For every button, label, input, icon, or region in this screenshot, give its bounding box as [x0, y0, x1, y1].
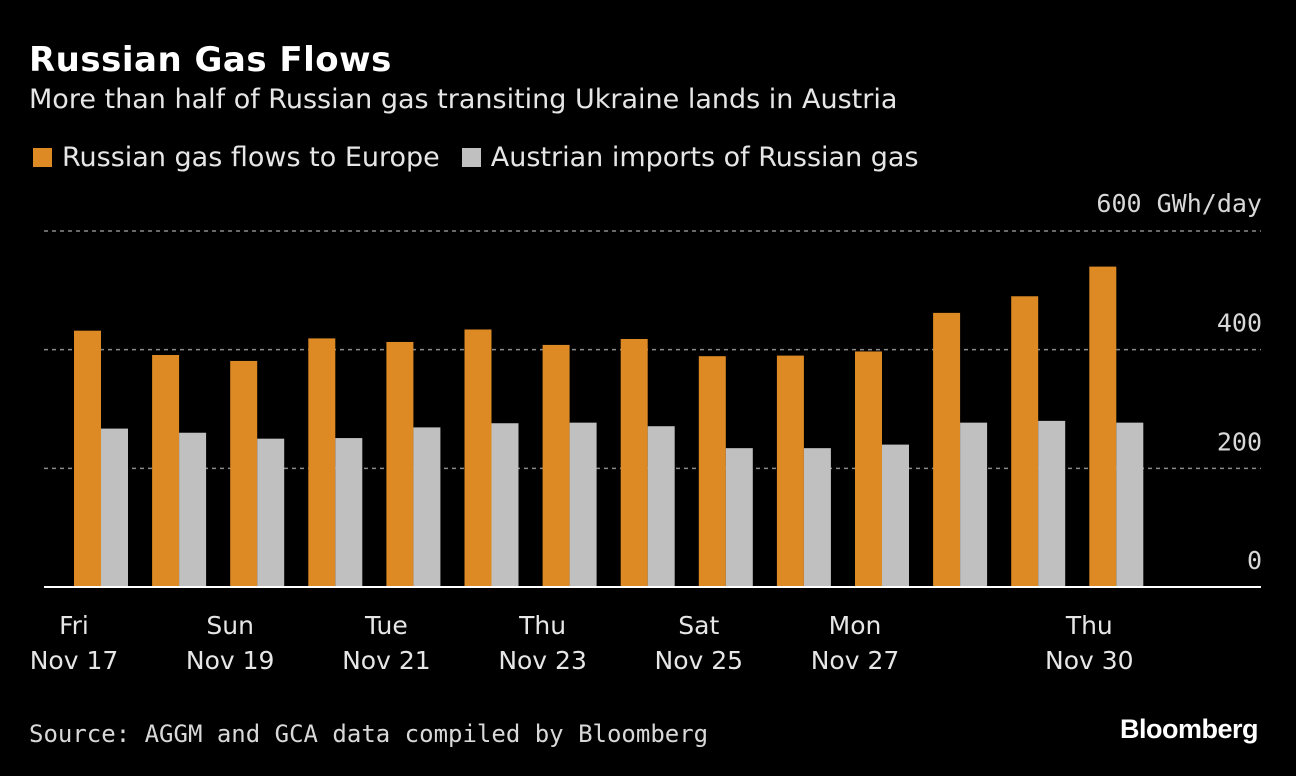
bar-europe-nov-27 [855, 351, 882, 587]
bar-austria-nov-24 [647, 426, 675, 587]
x-tick-day-nov-17: Fri [59, 611, 89, 640]
legend-swatch-europe [33, 148, 52, 167]
x-tick-day-nov-27: Mon [829, 611, 882, 640]
legend-label-austria: Austrian imports of Russian gas [490, 142, 919, 173]
chart-title: Russian Gas Flows [29, 40, 392, 80]
x-tick-day-nov-30: Thu [1065, 611, 1113, 640]
bar-europe-nov-19 [230, 360, 258, 587]
x-tick-day-nov-19: Sun [206, 611, 254, 640]
bar-europe-nov-20 [308, 338, 336, 587]
bar-austria-nov-28 [960, 422, 988, 587]
bloomberg-logo: Bloomberg [1119, 714, 1259, 744]
bar-europe-nov-18 [152, 355, 180, 587]
bar-austria-nov-20 [335, 438, 363, 587]
legend-swatch-austria [461, 148, 481, 167]
bar-austria-nov-17 [101, 428, 128, 587]
bar-austria-nov-30 [1116, 422, 1144, 587]
y-tick-label-400: 400 [1217, 309, 1262, 338]
x-tick-day-nov-25: Sat [678, 611, 719, 640]
source-note: Source: AGGM and GCA data compiled by Bl… [29, 720, 709, 748]
bar-europe-nov-30 [1089, 266, 1117, 587]
bar-austria-nov-26 [803, 448, 831, 587]
bar-europe-nov-24 [620, 338, 648, 587]
x-tick-date-nov-23: Nov 23 [498, 646, 587, 675]
bar-europe-nov-28 [933, 312, 961, 587]
bar-europe-nov-23 [542, 344, 570, 587]
x-tick-day-nov-23: Thu [518, 611, 566, 640]
x-tick-date-nov-21: Nov 21 [342, 646, 431, 675]
legend-item-austria: Austrian imports of Russian gas [461, 142, 919, 173]
y-tick-label-0: 0 [1247, 546, 1262, 575]
x-tick-date-nov-25: Nov 25 [655, 646, 744, 675]
legend-item-europe: Russian gas flows to Europe [33, 142, 440, 173]
legend-label-europe: Russian gas flows to Europe [62, 142, 440, 173]
bar-austria-nov-22 [491, 423, 519, 587]
bar-europe-nov-17 [74, 330, 101, 587]
bar-austria-nov-19 [257, 438, 285, 587]
y-axis-unit-label: 600 GWh/day [1096, 189, 1262, 218]
bar-austria-nov-25 [725, 448, 753, 587]
bar-austria-nov-18 [179, 432, 207, 587]
bar-europe-nov-29 [1011, 296, 1039, 587]
x-tick-date-nov-17: Nov 17 [30, 646, 119, 675]
chart-subtitle: More than half of Russian gas transiting… [29, 84, 898, 115]
bar-austria-nov-29 [1038, 420, 1066, 587]
bar-europe-nov-26 [776, 355, 804, 587]
x-tick-date-nov-19: Nov 19 [186, 646, 275, 675]
y-tick-label-200: 200 [1217, 427, 1262, 456]
bar-austria-nov-23 [569, 422, 597, 587]
bar-austria-nov-27 [882, 444, 909, 587]
legend: Russian gas flows to Europe Austrian imp… [33, 142, 941, 173]
bar-austria-nov-21 [413, 427, 441, 587]
bar-europe-nov-21 [386, 341, 414, 587]
x-tick-day-nov-21: Tue [364, 611, 408, 640]
bar-europe-nov-22 [464, 329, 492, 587]
x-tick-date-nov-30: Nov 30 [1045, 646, 1134, 675]
bar-europe-nov-25 [698, 356, 726, 587]
x-tick-date-nov-27: Nov 27 [811, 646, 900, 675]
